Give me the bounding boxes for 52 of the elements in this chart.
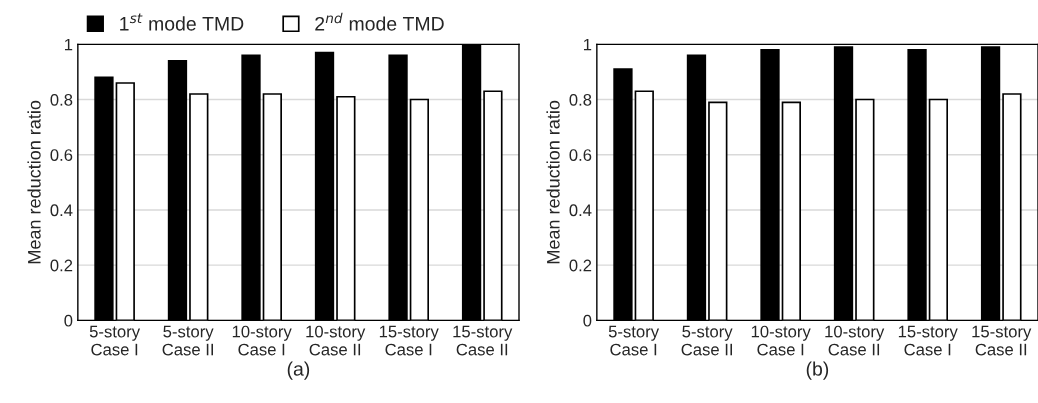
legend-label: 2$^{nd}$ mode TMD bbox=[315, 12, 444, 31]
bar bbox=[928, 98, 949, 321]
y-tick-label: 0.4 bbox=[569, 204, 592, 217]
x-axis-title: (b) bbox=[806, 361, 829, 380]
y-tick-label: 0 bbox=[583, 314, 592, 327]
x-tick-label: 15-story Case I bbox=[898, 325, 958, 356]
y-tick-label: 0.2 bbox=[569, 259, 592, 272]
x-tick-label: 15-story Case II bbox=[972, 325, 1032, 356]
bar bbox=[241, 54, 261, 321]
bar bbox=[94, 76, 114, 321]
bar bbox=[613, 68, 633, 321]
x-tick-label: 15-story Case I bbox=[379, 325, 439, 356]
x-tick-label: 10-story Case I bbox=[751, 325, 811, 356]
x-tick-label: 5-story Case I bbox=[608, 325, 660, 356]
y-tick-label: 0.6 bbox=[569, 149, 592, 161]
bar bbox=[781, 101, 801, 321]
bar bbox=[1002, 93, 1022, 321]
bar bbox=[388, 54, 408, 321]
x-tick-label: 15-story Case II bbox=[453, 325, 513, 356]
bar bbox=[907, 49, 927, 321]
x-tick-label: 5-story Case II bbox=[681, 325, 733, 356]
bar bbox=[760, 49, 780, 321]
x-tick-label: 10-story Case II bbox=[306, 325, 366, 356]
bar bbox=[634, 90, 654, 321]
x-tick-label: 5-story Case I bbox=[89, 325, 141, 356]
bar bbox=[167, 60, 188, 321]
bar bbox=[189, 93, 209, 321]
bar bbox=[708, 101, 728, 321]
bar bbox=[262, 93, 282, 321]
bar bbox=[115, 82, 135, 321]
legend-label: 1$^{st}$ mode TMD bbox=[120, 13, 244, 31]
x-tick-label: 5-story Case II bbox=[162, 325, 214, 356]
y-tick-label: 1 bbox=[583, 38, 592, 51]
x-tick-label: 10-story Case I bbox=[232, 325, 292, 356]
bar bbox=[336, 95, 356, 321]
y-axis-title: Mean reduction ratio bbox=[546, 100, 560, 264]
y-tick-label: 0.4 bbox=[50, 204, 73, 217]
bar bbox=[483, 90, 503, 321]
bar bbox=[314, 51, 335, 321]
y-tick-label: 1 bbox=[64, 38, 73, 51]
x-axis-title: (a) bbox=[287, 361, 310, 380]
y-axis-title: Mean reduction ratio bbox=[27, 100, 41, 264]
y-tick-label: 0.2 bbox=[50, 259, 73, 272]
bar bbox=[461, 44, 482, 321]
x-tick-label: 10-story Case II bbox=[825, 325, 885, 356]
y-tick-label: 0.6 bbox=[50, 149, 73, 161]
bar bbox=[855, 98, 875, 321]
bar bbox=[686, 54, 707, 321]
bar bbox=[409, 98, 430, 321]
y-tick-label: 0.8 bbox=[569, 93, 592, 106]
y-tick-label: 0 bbox=[64, 314, 73, 327]
y-tick-label: 0.8 bbox=[50, 93, 73, 106]
